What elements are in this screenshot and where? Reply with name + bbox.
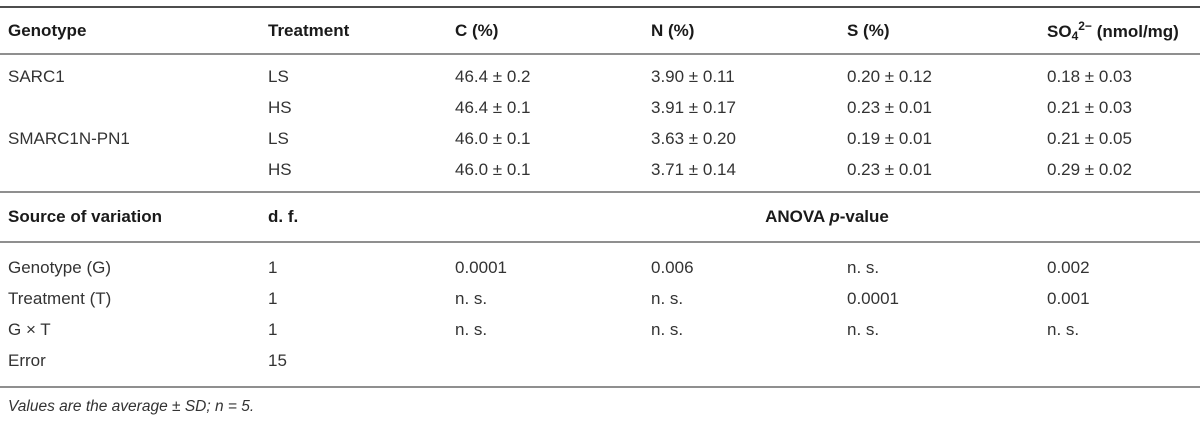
- n-pvalue-cell: n. s.: [651, 288, 684, 308]
- table-footnote: Values are the average ± SD; n = 5.: [8, 398, 255, 415]
- n-pvalue-cell: 0.006: [651, 257, 694, 277]
- s-value-cell: 0.19 ± 0.01: [847, 128, 932, 148]
- header-sulfate: SO42− (nmol/mg): [1047, 19, 1199, 43]
- c-value-cell: 46.0 ± 0.1: [455, 159, 531, 179]
- sulfate-superscript: 2−: [1078, 18, 1092, 33]
- sulfate-unit: (nmol/mg): [1096, 21, 1179, 41]
- header-n-percent: N (%): [651, 20, 695, 40]
- s-value-cell: 0.20 ± 0.12: [847, 66, 932, 86]
- df-cell: 1: [268, 257, 278, 277]
- c-value-cell: 46.0 ± 0.1: [455, 128, 531, 148]
- measurements-section: SARC1 LS 46.4 ± 0.2 3.90 ± 0.11 0.20 ± 0…: [0, 55, 1200, 191]
- table-container: Genotype Treatment C (%) N (%) S (%) SO4…: [0, 6, 1200, 415]
- anova-row: Genotype (G) 1 0.0001 0.006 n. s. 0.002: [0, 252, 1200, 283]
- so4-value-cell: 0.21 ± 0.05: [1047, 128, 1132, 148]
- anova-top-rule: [0, 191, 1200, 193]
- s-pvalue-cell: n. s.: [847, 319, 880, 339]
- anova-header-row: Source of variation d. f. ANOVA p-value: [0, 193, 1200, 241]
- treatment-cell: HS: [268, 97, 292, 117]
- s-pvalue-cell: n. s.: [847, 257, 880, 277]
- so4-pvalue-cell: 0.001: [1047, 288, 1090, 308]
- source-cell: Treatment (T): [8, 288, 112, 308]
- df-cell: 1: [268, 319, 278, 339]
- n-value-cell: 3.90 ± 0.11: [651, 66, 735, 86]
- so4-pvalue-cell: n. s.: [1047, 319, 1080, 339]
- anova-row: Error 15: [0, 345, 1200, 376]
- c-pvalue-cell: 0.0001: [455, 257, 507, 277]
- c-pvalue-cell: n. s.: [455, 319, 488, 339]
- so4-value-cell: 0.21 ± 0.03: [1047, 97, 1132, 117]
- c-value-cell: 46.4 ± 0.2: [455, 66, 531, 86]
- anova-header-bottom-rule: [0, 241, 1200, 243]
- header-bottom-rule: [0, 53, 1200, 55]
- treatment-cell: LS: [268, 128, 289, 148]
- sulfate-formula: SO: [1047, 21, 1072, 41]
- df-cell: 15: [268, 350, 287, 370]
- c-pvalue-cell: n. s.: [455, 288, 488, 308]
- n-value-cell: 3.63 ± 0.20: [651, 128, 736, 148]
- header-treatment: Treatment: [268, 20, 350, 40]
- anova-row: G × T 1 n. s. n. s. n. s. n. s.: [0, 314, 1200, 345]
- s-pvalue-cell: 0.0001: [847, 288, 899, 308]
- source-cell: G × T: [8, 319, 51, 339]
- genotype-cell: SMARC1N-PN1: [8, 128, 130, 148]
- so4-value-cell: 0.29 ± 0.02: [1047, 159, 1132, 179]
- header-df: d. f.: [268, 207, 299, 226]
- table-top-rule: [0, 6, 1200, 8]
- header-c-percent: C (%): [455, 20, 499, 40]
- so4-value-cell: 0.18 ± 0.03: [1047, 66, 1132, 86]
- c-value-cell: 46.4 ± 0.1: [455, 97, 531, 117]
- header-source-of-variation: Source of variation: [8, 207, 162, 226]
- table-row: SMARC1N-PN1 LS 46.0 ± 0.1 3.63 ± 0.20 0.…: [0, 123, 1200, 154]
- df-cell: 1: [268, 288, 278, 308]
- table-row: SARC1 LS 46.4 ± 0.2 3.90 ± 0.11 0.20 ± 0…: [0, 61, 1200, 92]
- header-genotype: Genotype: [8, 20, 87, 40]
- treatment-cell: LS: [268, 66, 289, 86]
- p-italic: p: [829, 207, 840, 226]
- treatment-cell: HS: [268, 159, 292, 179]
- table-header-row: Genotype Treatment C (%) N (%) S (%) SO4…: [0, 8, 1200, 53]
- table-row: HS 46.4 ± 0.1 3.91 ± 0.17 0.23 ± 0.01 0.…: [0, 92, 1200, 123]
- so4-pvalue-cell: 0.002: [1047, 257, 1090, 277]
- anova-row: Treatment (T) 1 n. s. n. s. 0.0001 0.001: [0, 283, 1200, 314]
- genotype-cell: SARC1: [8, 66, 65, 86]
- s-value-cell: 0.23 ± 0.01: [847, 97, 932, 117]
- source-cell: Error: [8, 350, 46, 370]
- header-s-percent: S (%): [847, 20, 890, 40]
- table-row: HS 46.0 ± 0.1 3.71 ± 0.14 0.23 ± 0.01 0.…: [0, 154, 1200, 185]
- source-cell: Genotype (G): [8, 257, 111, 277]
- n-pvalue-cell: n. s.: [651, 319, 684, 339]
- header-anova-p-value: ANOVA p-value: [765, 207, 889, 226]
- n-value-cell: 3.91 ± 0.17: [651, 97, 736, 117]
- sulfate-subscript: 4: [1071, 28, 1079, 43]
- anova-section: Genotype (G) 1 0.0001 0.006 n. s. 0.002 …: [0, 243, 1200, 386]
- s-value-cell: 0.23 ± 0.01: [847, 159, 932, 179]
- n-value-cell: 3.71 ± 0.14: [651, 159, 736, 179]
- footnote-top-rule: [0, 386, 1200, 388]
